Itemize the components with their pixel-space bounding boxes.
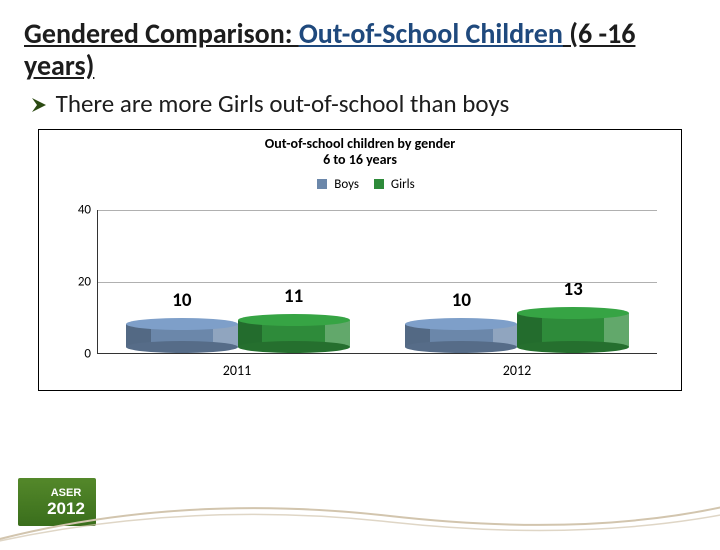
- gridline: [98, 210, 657, 211]
- bar-value-label: 10: [405, 289, 517, 312]
- chart-legend: Boys Girls: [39, 177, 681, 192]
- chart-title-line2: 6 to 16 years: [323, 151, 397, 168]
- chart-title-line1: Out-of-school children by gender: [265, 135, 455, 152]
- x-category-label: 2012: [503, 362, 531, 379]
- bullet-line: There are more Girls out-of-school than …: [24, 88, 696, 119]
- chart-container: Out-of-school children by gender 6 to 16…: [38, 129, 682, 391]
- ytick-label: 40: [78, 203, 91, 218]
- bar-value-label: 11: [238, 285, 350, 308]
- ytick-label: 20: [78, 275, 91, 290]
- title-prefix: Gendered Comparison:: [24, 16, 299, 51]
- aser-logo-icon: ASER 2012: [40, 482, 92, 522]
- y-axis: 02040: [63, 210, 95, 354]
- bullet-text: There are more Girls out-of-school than …: [56, 88, 510, 119]
- title-emph: Out-of-School Children: [299, 16, 563, 51]
- chart-title: Out-of-school children by gender 6 to 16…: [39, 130, 681, 168]
- plot-area: 02040 10111013 20112012: [63, 210, 657, 354]
- bar-girls: 13: [517, 307, 629, 353]
- logo-year: 2012: [47, 499, 85, 518]
- bar-boys: 10: [126, 318, 238, 354]
- bar-boys: 10: [405, 318, 517, 354]
- plot-region: 10111013: [97, 210, 657, 354]
- gridline: [98, 282, 657, 283]
- aser-logo: ASER 2012: [18, 478, 96, 526]
- legend-chip-boys: [317, 179, 327, 189]
- legend-label-girls: Girls: [391, 177, 415, 192]
- ytick-label: 0: [84, 347, 91, 362]
- x-axis-labels: 2011 2012: [97, 362, 657, 382]
- bar-girls: 11: [238, 314, 350, 353]
- legend-chip-girls: [374, 179, 384, 189]
- x-category-label: 2011: [223, 362, 251, 379]
- legend-label-boys: Boys: [334, 177, 359, 192]
- bullet-arrow-icon: [30, 88, 50, 119]
- bar-value-label: 10: [126, 289, 238, 312]
- slide-title: Gendered Comparison: Out-of-School Child…: [24, 18, 696, 82]
- logo-name: ASER: [51, 487, 82, 499]
